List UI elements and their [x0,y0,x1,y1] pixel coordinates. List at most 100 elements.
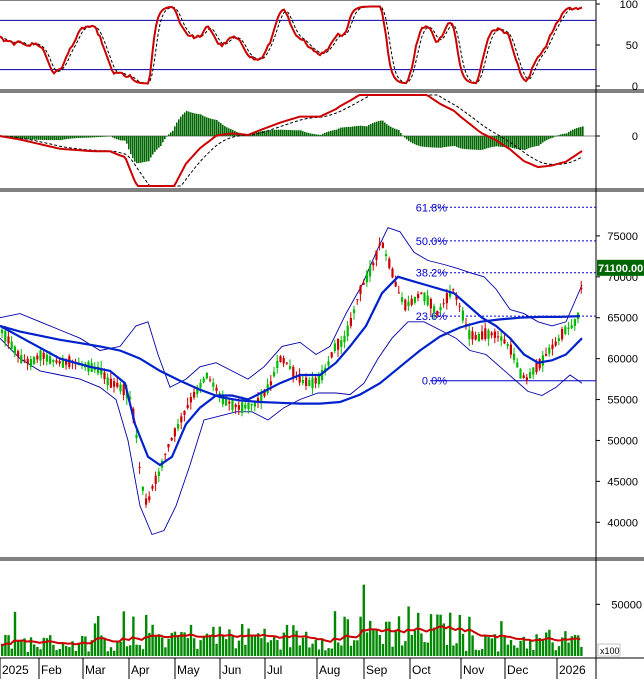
macd-histogram-bar [174,126,176,136]
candle-body [253,401,256,407]
macd-histogram-bar [562,134,564,136]
volume-bar [522,636,525,656]
volume-bar [186,638,189,656]
macd-histogram-bar [568,131,570,136]
macd-histogram-bar [92,136,94,138]
macd-histogram-bar [284,129,286,136]
last-price-label-bg [597,259,644,276]
macd-histogram-bar [356,126,358,136]
macd-histogram-bar [230,129,232,136]
volume-bar [10,648,13,656]
price-axis-tick-label: 60000 [607,354,638,366]
volume-bar [71,641,74,656]
macd-histogram-bar [100,136,102,137]
macd-histogram-bar [338,128,340,136]
macd-histogram-bar [546,136,548,141]
volume-bar [234,648,237,656]
macd-histogram-bar [74,136,76,139]
volume-bar [225,639,228,656]
volume-bar [372,628,375,656]
macd-histogram-bar [108,136,110,137]
candle-body [65,359,68,365]
candle-body [461,310,464,321]
volume-bar [52,644,55,656]
macd-histogram-bar [494,136,496,147]
volume-bar [503,635,506,656]
macd-histogram-bar [316,134,318,136]
macd-histogram-bar [556,135,558,137]
macd-histogram-bar [30,136,32,140]
volume-bar [388,621,391,656]
macd-histogram-bar [476,136,478,150]
candle-body [362,282,365,285]
volume-bar [55,650,58,656]
volume-moving-average [0,625,581,647]
volume-bar [292,625,295,656]
macd-line [0,94,583,187]
macd-histogram-bar [86,136,88,138]
macd-histogram-bar [548,136,550,140]
macd-histogram-bar [148,136,150,162]
volume-bar [45,638,49,656]
macd-histogram-bar [272,129,274,136]
macd-histogram-bar [180,116,182,136]
candle-body [551,344,554,349]
candle-body [7,336,10,344]
macd-histogram-bar [134,136,136,162]
volume-bar [353,640,356,656]
macd-histogram-bar [554,136,556,137]
volume-bar [381,644,385,656]
macd-histogram-bar [132,136,134,159]
volume-bar [135,644,138,656]
volume-bar [170,632,173,656]
volume-bar [109,647,113,656]
candle-body [413,296,416,303]
candle-body [273,372,276,377]
volume-bar [106,651,109,656]
volume-bar [321,638,324,656]
volume-bar [1,643,4,656]
candle-body [436,310,439,316]
volume-bar [13,611,17,656]
macd-histogram-bar [160,136,162,147]
candle-body [116,382,119,387]
candle-body [205,372,208,379]
macd-histogram-bar [320,134,322,136]
volume-bar [391,646,394,656]
macd-histogram-bar [466,136,468,150]
macd-histogram-bar [326,132,328,136]
volume-bar [154,635,157,656]
macd-histogram-bar [178,119,180,136]
macd-histogram-bar [372,123,374,136]
volume-bar [263,628,266,656]
candle-body [13,346,16,353]
volume-bar [157,634,161,656]
candle-body [529,372,532,379]
volume-bar [301,637,305,656]
candle-body [215,387,218,391]
volume-bar [29,637,33,656]
volume-bar [561,637,564,656]
candle-body [263,389,266,397]
candle-body [119,384,122,392]
macd-histogram-bar [508,136,510,148]
candle-body [423,292,426,302]
candle-body [301,380,304,384]
macd-histogram-bar [490,136,492,148]
volume-bar [324,650,327,656]
volume-bar [100,635,103,656]
macd-histogram-bar [60,136,62,141]
volume-bar [458,614,461,656]
macd-histogram-bar [536,136,538,147]
volume-bar [237,640,241,656]
candle-body [103,372,106,380]
volume-bar [129,645,132,656]
volume-bar [228,629,231,656]
price-panel: 7500070000650006000055000500004500040000… [0,202,644,536]
volume-bar [164,647,167,656]
macd-histogram-bar [182,114,184,136]
macd-histogram-bar [368,125,370,136]
volume-bar [61,642,65,656]
macd-histogram-bar [534,136,536,147]
